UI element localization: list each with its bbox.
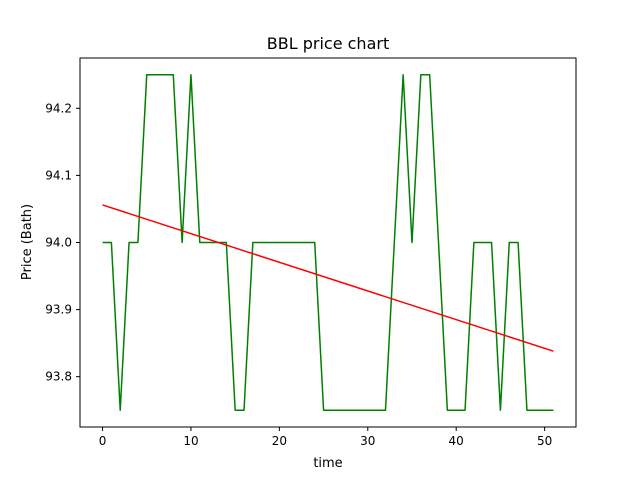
- y-tick-label: 94.2: [45, 101, 72, 115]
- y-tick-label: 94.1: [45, 168, 72, 182]
- y-axis-label: Price (Bath): [20, 204, 35, 280]
- x-tick-label: 30: [360, 434, 375, 448]
- axes: 0 10 20 30 40 50 93.8 93.9 94.0 94.1 94.2: [45, 57, 577, 448]
- y-tick-label: 93.8: [45, 370, 72, 384]
- x-axis-label: time: [313, 456, 342, 471]
- chart-title: BBL price chart: [267, 34, 389, 53]
- series-line-0: [102, 74, 554, 411]
- x-tick-label: 50: [537, 434, 552, 448]
- x-tick-label: 20: [272, 434, 287, 448]
- y-tick-label: 94.0: [45, 236, 72, 250]
- x-tick-label: 40: [449, 434, 464, 448]
- y-tick-label: 93.9: [45, 303, 72, 317]
- x-tick-label: 10: [183, 434, 198, 448]
- x-tick-label: 0: [99, 434, 107, 448]
- plot-area: [102, 74, 554, 411]
- series-line-1: [102, 204, 554, 352]
